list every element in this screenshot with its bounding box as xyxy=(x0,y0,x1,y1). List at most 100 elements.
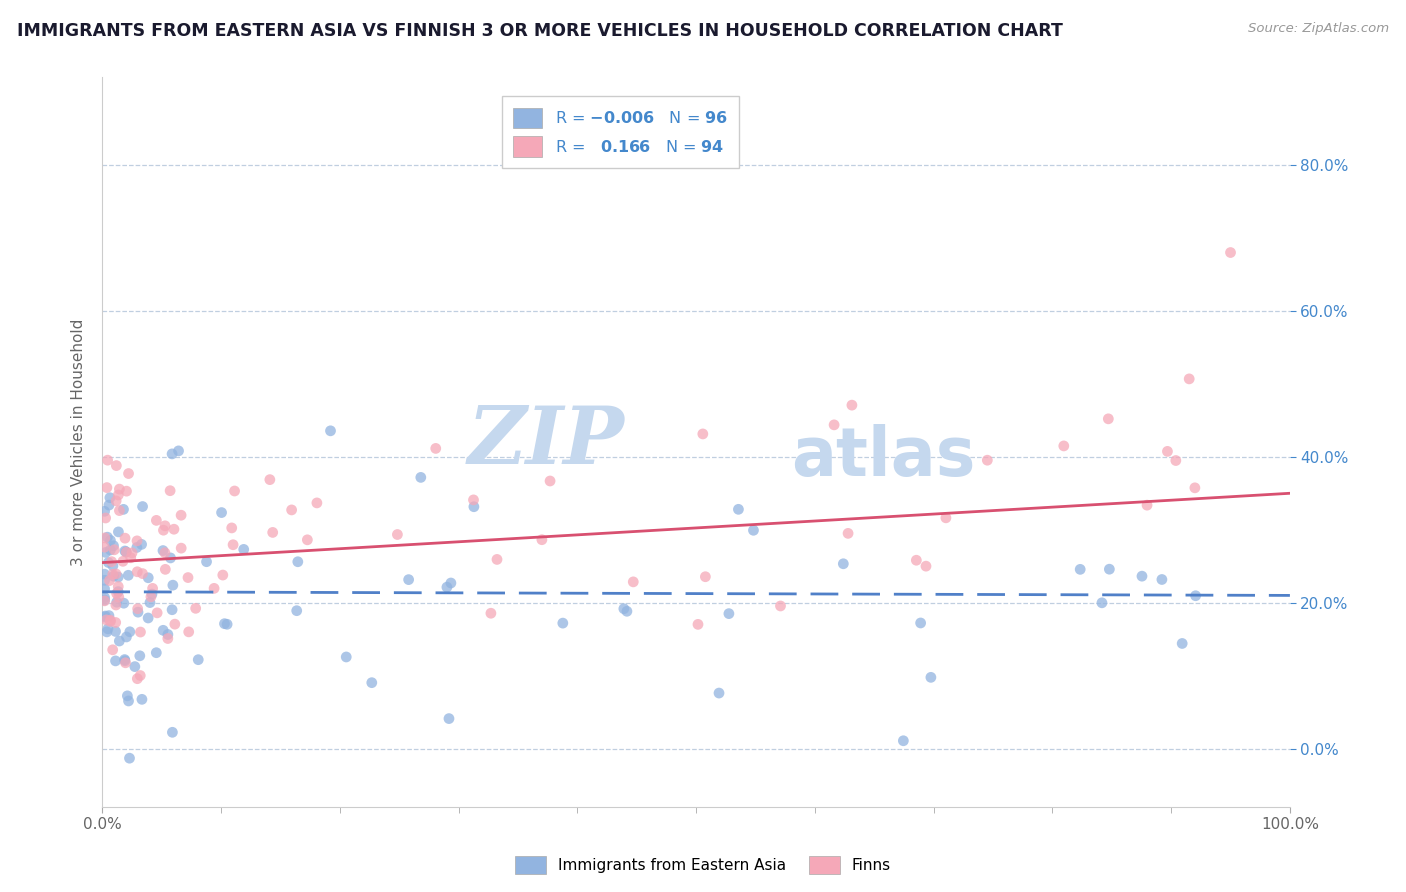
Point xyxy=(103,569,125,583)
Point xyxy=(742,523,765,537)
Point xyxy=(152,523,174,537)
Point xyxy=(187,653,209,667)
Point xyxy=(114,652,136,666)
Point xyxy=(195,555,218,569)
Point xyxy=(1053,439,1076,453)
Point xyxy=(107,570,129,584)
Point xyxy=(131,537,153,551)
Point xyxy=(118,751,141,765)
Point xyxy=(107,524,129,539)
Point xyxy=(621,574,644,589)
Point xyxy=(319,424,342,438)
Point xyxy=(707,686,730,700)
Point xyxy=(167,443,190,458)
Point xyxy=(162,578,184,592)
Point xyxy=(96,530,118,544)
Point xyxy=(287,555,309,569)
Point xyxy=(108,482,131,496)
Point xyxy=(163,522,186,536)
Point xyxy=(1091,596,1114,610)
Point xyxy=(115,630,138,644)
Point xyxy=(145,513,167,527)
Point xyxy=(98,574,121,588)
Point xyxy=(129,625,152,640)
Point xyxy=(920,670,942,684)
Point xyxy=(153,518,176,533)
Point xyxy=(131,566,153,581)
Point xyxy=(141,587,163,601)
Point xyxy=(93,591,115,605)
Point xyxy=(136,611,159,625)
Point xyxy=(114,654,136,668)
Point xyxy=(695,570,717,584)
Point xyxy=(100,543,122,558)
Point xyxy=(1097,412,1119,426)
Point xyxy=(97,556,120,570)
Text: atlas: atlas xyxy=(792,424,976,490)
Point xyxy=(211,506,233,520)
Point xyxy=(425,442,447,456)
Point xyxy=(145,646,167,660)
Point xyxy=(131,692,153,706)
Text: ZIP: ZIP xyxy=(468,403,624,481)
Point xyxy=(105,595,128,609)
Point xyxy=(93,574,115,588)
Point xyxy=(1164,453,1187,467)
Point xyxy=(97,498,120,512)
Point xyxy=(160,603,183,617)
Point xyxy=(530,533,553,547)
Point xyxy=(1178,372,1201,386)
Point xyxy=(101,567,124,582)
Point xyxy=(131,500,153,514)
Point xyxy=(103,539,125,553)
Text: IMMIGRANTS FROM EASTERN ASIA VS FINNISH 3 OR MORE VEHICLES IN HOUSEHOLD CORRELAT: IMMIGRANTS FROM EASTERN ASIA VS FINNISH … xyxy=(17,22,1063,40)
Point xyxy=(117,689,139,703)
Point xyxy=(93,610,115,624)
Point xyxy=(93,567,115,582)
Point xyxy=(177,570,200,584)
Legend: Immigrants from Eastern Asia, Finns: Immigrants from Eastern Asia, Finns xyxy=(509,850,897,880)
Point xyxy=(259,473,281,487)
Point xyxy=(104,654,127,668)
Point xyxy=(114,531,136,545)
Point xyxy=(124,659,146,673)
Point xyxy=(108,634,131,648)
Point xyxy=(125,533,148,548)
Point xyxy=(440,576,463,591)
Point xyxy=(101,642,124,657)
Point xyxy=(125,541,148,555)
Point xyxy=(156,627,179,641)
Point xyxy=(127,565,149,579)
Point xyxy=(280,503,302,517)
Point xyxy=(232,542,254,557)
Legend: R = $\bf{-0.006}$   N = $\bf{96}$, R = $\bf{\ \ 0.166}$   N = $\bf{94}$: R = $\bf{-0.006}$ N = $\bf{96}$, R = $\b… xyxy=(502,96,740,168)
Point xyxy=(485,552,508,566)
Point xyxy=(976,453,998,467)
Point xyxy=(398,573,420,587)
Point xyxy=(823,417,845,432)
Point xyxy=(1171,636,1194,650)
Point xyxy=(93,540,115,554)
Point xyxy=(112,502,135,516)
Point xyxy=(538,474,561,488)
Point xyxy=(107,584,129,599)
Point xyxy=(97,622,120,636)
Point xyxy=(100,533,122,548)
Point xyxy=(832,557,855,571)
Point xyxy=(910,615,932,630)
Point xyxy=(935,511,957,525)
Point xyxy=(437,712,460,726)
Point xyxy=(105,494,128,508)
Point xyxy=(111,554,134,568)
Point xyxy=(177,624,200,639)
Point xyxy=(103,542,125,557)
Point xyxy=(1150,573,1173,587)
Point xyxy=(118,624,141,639)
Point xyxy=(117,694,139,708)
Point xyxy=(107,590,129,604)
Point xyxy=(115,545,138,559)
Point xyxy=(613,601,636,615)
Point xyxy=(100,555,122,569)
Point xyxy=(93,582,115,596)
Point xyxy=(98,613,121,627)
